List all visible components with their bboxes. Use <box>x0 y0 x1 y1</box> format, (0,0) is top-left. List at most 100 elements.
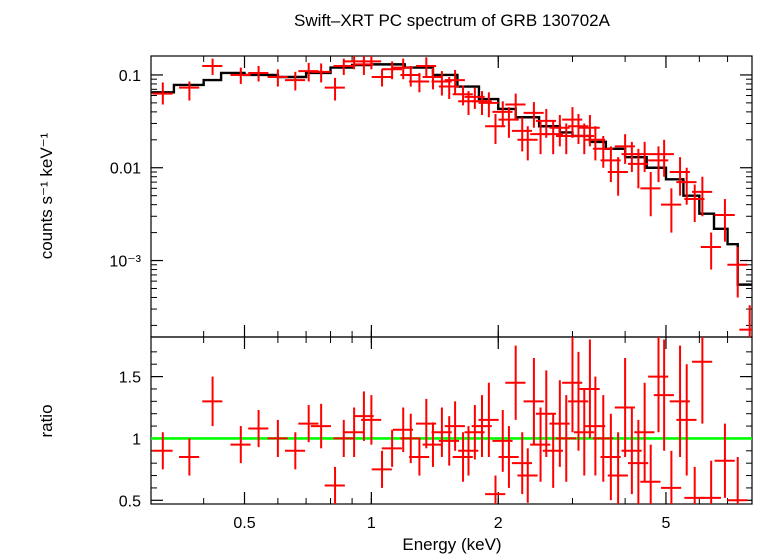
ratio-point <box>634 382 655 482</box>
ratio-point <box>298 405 319 443</box>
x-tick-label: 5 <box>662 515 671 532</box>
data-point <box>381 61 402 80</box>
ratio-point <box>152 432 173 470</box>
ratio-point <box>585 376 606 476</box>
model-curve <box>151 63 752 286</box>
ratio-point <box>692 337 713 424</box>
data-point <box>248 65 269 82</box>
ratio-point <box>248 409 269 448</box>
ratio-point <box>381 429 402 467</box>
ratio-point <box>727 456 748 504</box>
bottom-y-tick-label: 0.5 <box>119 493 141 510</box>
bottom-y-axis-label: ratio <box>37 404 56 437</box>
ratio-point <box>648 337 669 433</box>
ratio-data-points <box>152 337 748 504</box>
data-point <box>511 117 533 152</box>
data-point <box>444 70 465 94</box>
ratio-point <box>505 345 526 420</box>
data-point <box>415 57 437 78</box>
data-point <box>661 188 682 233</box>
ratio-point <box>353 391 374 441</box>
data-point <box>152 82 173 105</box>
data-point <box>179 81 200 101</box>
ratio-point <box>498 426 519 488</box>
data-point <box>505 93 526 120</box>
data-point <box>634 141 655 172</box>
bottom-y-axis: 0.5 1 1.5 <box>119 351 752 510</box>
ratio-point <box>361 395 382 445</box>
x-tick-label: 2 <box>494 515 503 532</box>
ratio-point <box>714 423 735 498</box>
data-point <box>324 77 345 101</box>
ratio-point <box>444 401 465 451</box>
data-point <box>478 92 499 118</box>
ratio-point <box>400 413 421 464</box>
ratio-point <box>517 448 538 503</box>
ratio-point <box>653 339 674 451</box>
ratio-point <box>485 475 506 504</box>
ratio-point <box>640 444 661 504</box>
ratio-point <box>523 358 544 445</box>
top-y-axis-label: counts s⁻¹ keV⁻¹ <box>37 132 56 259</box>
ratio-point <box>392 407 414 453</box>
model-step-line <box>151 63 752 286</box>
data-point <box>202 58 223 75</box>
top-panel-frame <box>150 55 753 338</box>
x-axis-label: Energy (keV) <box>402 535 501 554</box>
data-point <box>592 135 614 168</box>
data-point <box>422 67 443 90</box>
x-tick-label: 0.5 <box>233 515 255 532</box>
data-point <box>523 102 544 128</box>
data-point <box>692 176 713 217</box>
data-point <box>353 56 374 75</box>
top-data-points <box>152 56 752 337</box>
data-point <box>684 184 705 223</box>
ratio-point <box>700 460 721 504</box>
top-y-tick-label: 0.1 <box>119 68 141 85</box>
ratio-point <box>607 432 628 504</box>
bottom-panel-frame <box>150 336 753 505</box>
data-point <box>343 56 364 70</box>
data-point <box>517 126 538 161</box>
ratio-point <box>267 419 288 457</box>
ratio-point <box>202 376 223 427</box>
ratio-point <box>371 450 392 488</box>
data-point <box>400 65 421 87</box>
ratio-point <box>179 438 200 476</box>
data-point <box>371 69 392 87</box>
bottom-y-tick-label: 1 <box>132 431 141 448</box>
data-point <box>607 157 628 196</box>
top-y-tick-label: 10⁻³ <box>109 254 141 271</box>
data-point <box>653 139 674 177</box>
data-point <box>739 305 752 337</box>
ratio-point <box>511 432 533 495</box>
bottom-y-tick-label: 1.5 <box>119 370 141 387</box>
ratio-point <box>230 426 251 464</box>
top-y-axis: 0.1 0.01 10⁻³ <box>109 68 752 326</box>
ratio-point <box>422 422 443 467</box>
ratio-point <box>310 403 331 449</box>
ratio-point <box>324 466 345 504</box>
ratio-point <box>555 395 577 482</box>
ratio-point <box>579 339 600 439</box>
ratio-point <box>343 407 364 457</box>
top-y-tick-label: 0.01 <box>110 161 141 178</box>
data-point <box>361 56 382 70</box>
data-point <box>714 199 735 242</box>
ratio-point <box>676 364 697 476</box>
data-point <box>230 67 251 84</box>
x-axis: 0.5 1 2 5 <box>150 56 753 532</box>
data-point <box>267 69 288 87</box>
x-tick-label: 1 <box>367 515 376 532</box>
data-point <box>284 71 306 91</box>
data-point <box>640 171 661 217</box>
data-point <box>727 246 748 298</box>
data-point <box>409 72 430 93</box>
chart-title: Swift–XRT PC spectrum of GRB 130702A <box>294 11 611 30</box>
ratio-point <box>478 382 499 457</box>
data-point <box>585 126 606 161</box>
ratio-point <box>333 419 354 457</box>
data-point <box>700 232 721 270</box>
ratio-point <box>284 432 306 470</box>
